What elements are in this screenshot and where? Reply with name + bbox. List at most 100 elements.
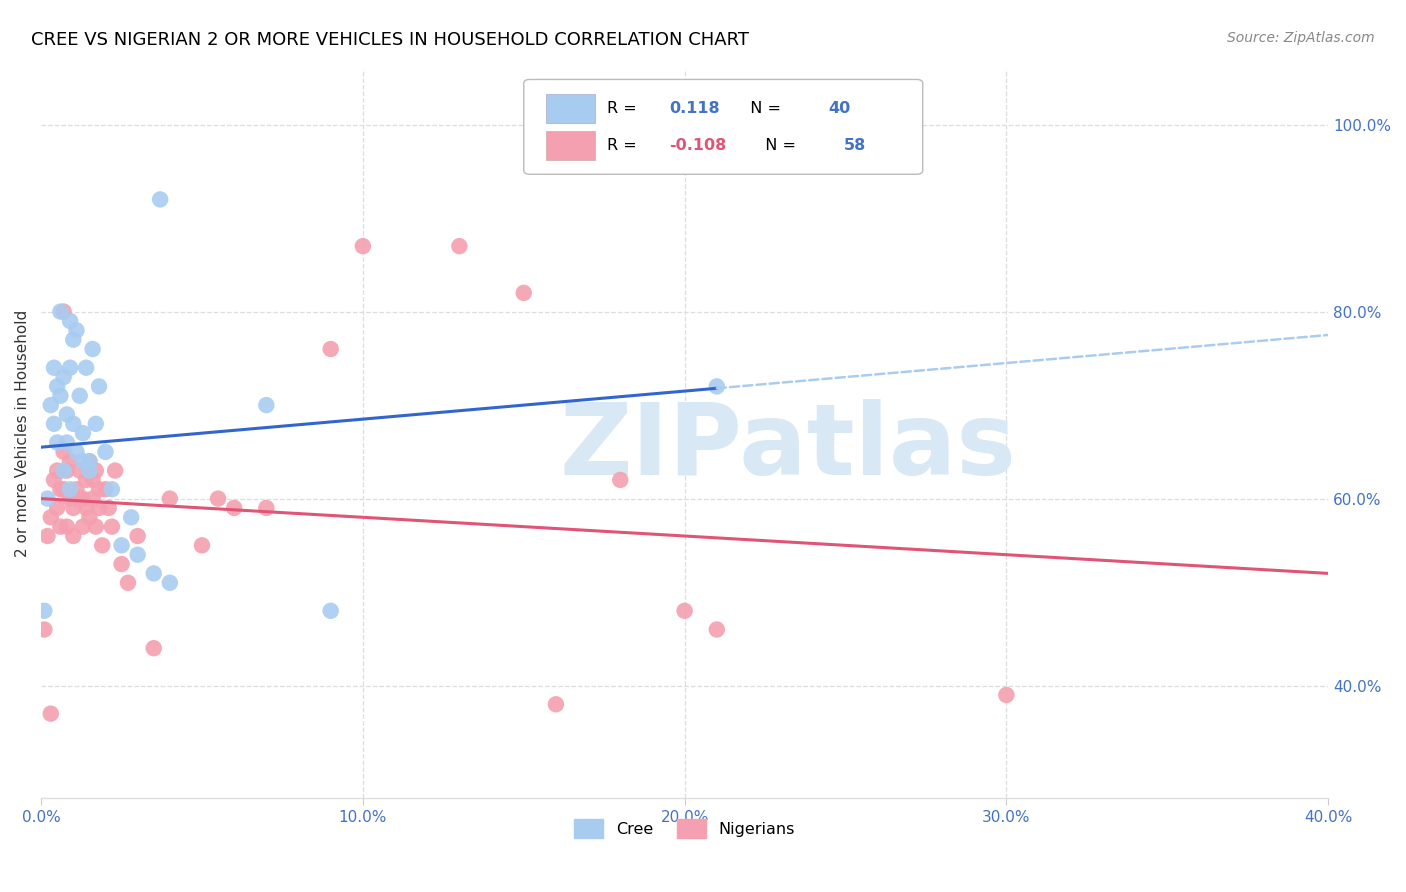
Point — [69, 491, 91, 506]
Point — [142, 566, 165, 581]
Point — [34, 623, 56, 637]
Point — [127, 548, 149, 562]
Point — [82, 473, 104, 487]
Point — [82, 342, 104, 356]
Text: 58: 58 — [844, 137, 866, 153]
Text: ZIPatlas: ZIPatlas — [560, 400, 1017, 496]
Point — [87, 482, 110, 496]
Point — [59, 454, 82, 468]
Point — [56, 519, 79, 533]
Bar — [546, 94, 595, 123]
Point — [94, 445, 117, 459]
Y-axis label: 2 or more Vehicles in Household: 2 or more Vehicles in Household — [15, 310, 30, 557]
Point — [79, 454, 101, 468]
Text: R =: R = — [607, 137, 643, 153]
Point — [72, 519, 94, 533]
Point — [94, 482, 117, 496]
Point — [104, 464, 127, 478]
Point — [39, 706, 62, 721]
Point — [62, 500, 84, 515]
Point — [79, 454, 101, 468]
Point — [84, 417, 107, 431]
Point — [101, 519, 124, 533]
Point — [34, 604, 56, 618]
Point — [65, 445, 87, 459]
Bar — [546, 130, 595, 160]
Point — [117, 575, 139, 590]
Text: N =: N = — [755, 137, 801, 153]
Point — [91, 538, 114, 552]
Point — [42, 360, 65, 375]
Point — [39, 398, 62, 412]
Point — [52, 304, 75, 318]
Point — [110, 538, 132, 552]
Point — [52, 370, 75, 384]
Point — [59, 491, 82, 506]
Point — [87, 500, 110, 515]
Point — [46, 500, 69, 515]
Point — [224, 500, 246, 515]
Point — [62, 333, 84, 347]
Point — [52, 445, 75, 459]
Point — [127, 529, 149, 543]
Point — [207, 491, 229, 506]
Point — [97, 500, 120, 515]
Text: 0.118: 0.118 — [669, 101, 720, 116]
FancyBboxPatch shape — [524, 79, 922, 174]
Point — [69, 464, 91, 478]
Point — [37, 491, 59, 506]
Point — [37, 529, 59, 543]
Point — [52, 482, 75, 496]
Point — [65, 491, 87, 506]
Text: CREE VS NIGERIAN 2 OR MORE VEHICLES IN HOUSEHOLD CORRELATION CHART: CREE VS NIGERIAN 2 OR MORE VEHICLES IN H… — [31, 31, 749, 49]
Point — [254, 398, 277, 412]
Point — [49, 389, 72, 403]
Point — [75, 500, 97, 515]
Point — [352, 239, 374, 253]
Point — [79, 464, 101, 478]
Point — [191, 538, 214, 552]
Point — [49, 304, 72, 318]
Text: R =: R = — [607, 101, 643, 116]
Point — [254, 500, 277, 515]
Point — [39, 510, 62, 524]
Point — [59, 314, 82, 328]
Point — [59, 360, 82, 375]
Point — [995, 688, 1018, 702]
Point — [46, 379, 69, 393]
Point — [65, 323, 87, 337]
Legend: Cree, Nigerians: Cree, Nigerians — [568, 813, 801, 845]
Point — [159, 491, 181, 506]
Point — [110, 557, 132, 571]
Point — [42, 473, 65, 487]
Text: 40: 40 — [828, 101, 851, 116]
Point — [87, 379, 110, 393]
Point — [69, 389, 91, 403]
Text: Source: ZipAtlas.com: Source: ZipAtlas.com — [1227, 31, 1375, 45]
Text: -0.108: -0.108 — [669, 137, 727, 153]
Point — [62, 417, 84, 431]
Point — [75, 473, 97, 487]
Point — [62, 529, 84, 543]
Point — [544, 698, 567, 712]
Point — [84, 464, 107, 478]
Point — [56, 408, 79, 422]
Point — [449, 239, 471, 253]
Point — [56, 435, 79, 450]
Point — [319, 604, 342, 618]
Point — [49, 519, 72, 533]
Point — [142, 641, 165, 656]
Point — [101, 482, 124, 496]
Point — [79, 510, 101, 524]
Point — [120, 510, 142, 524]
Point — [609, 473, 631, 487]
Point — [706, 379, 728, 393]
Point — [75, 360, 97, 375]
Point — [52, 464, 75, 478]
Point — [513, 285, 536, 300]
Point — [46, 435, 69, 450]
Point — [82, 491, 104, 506]
Point — [706, 623, 728, 637]
Point — [72, 454, 94, 468]
Point — [72, 491, 94, 506]
